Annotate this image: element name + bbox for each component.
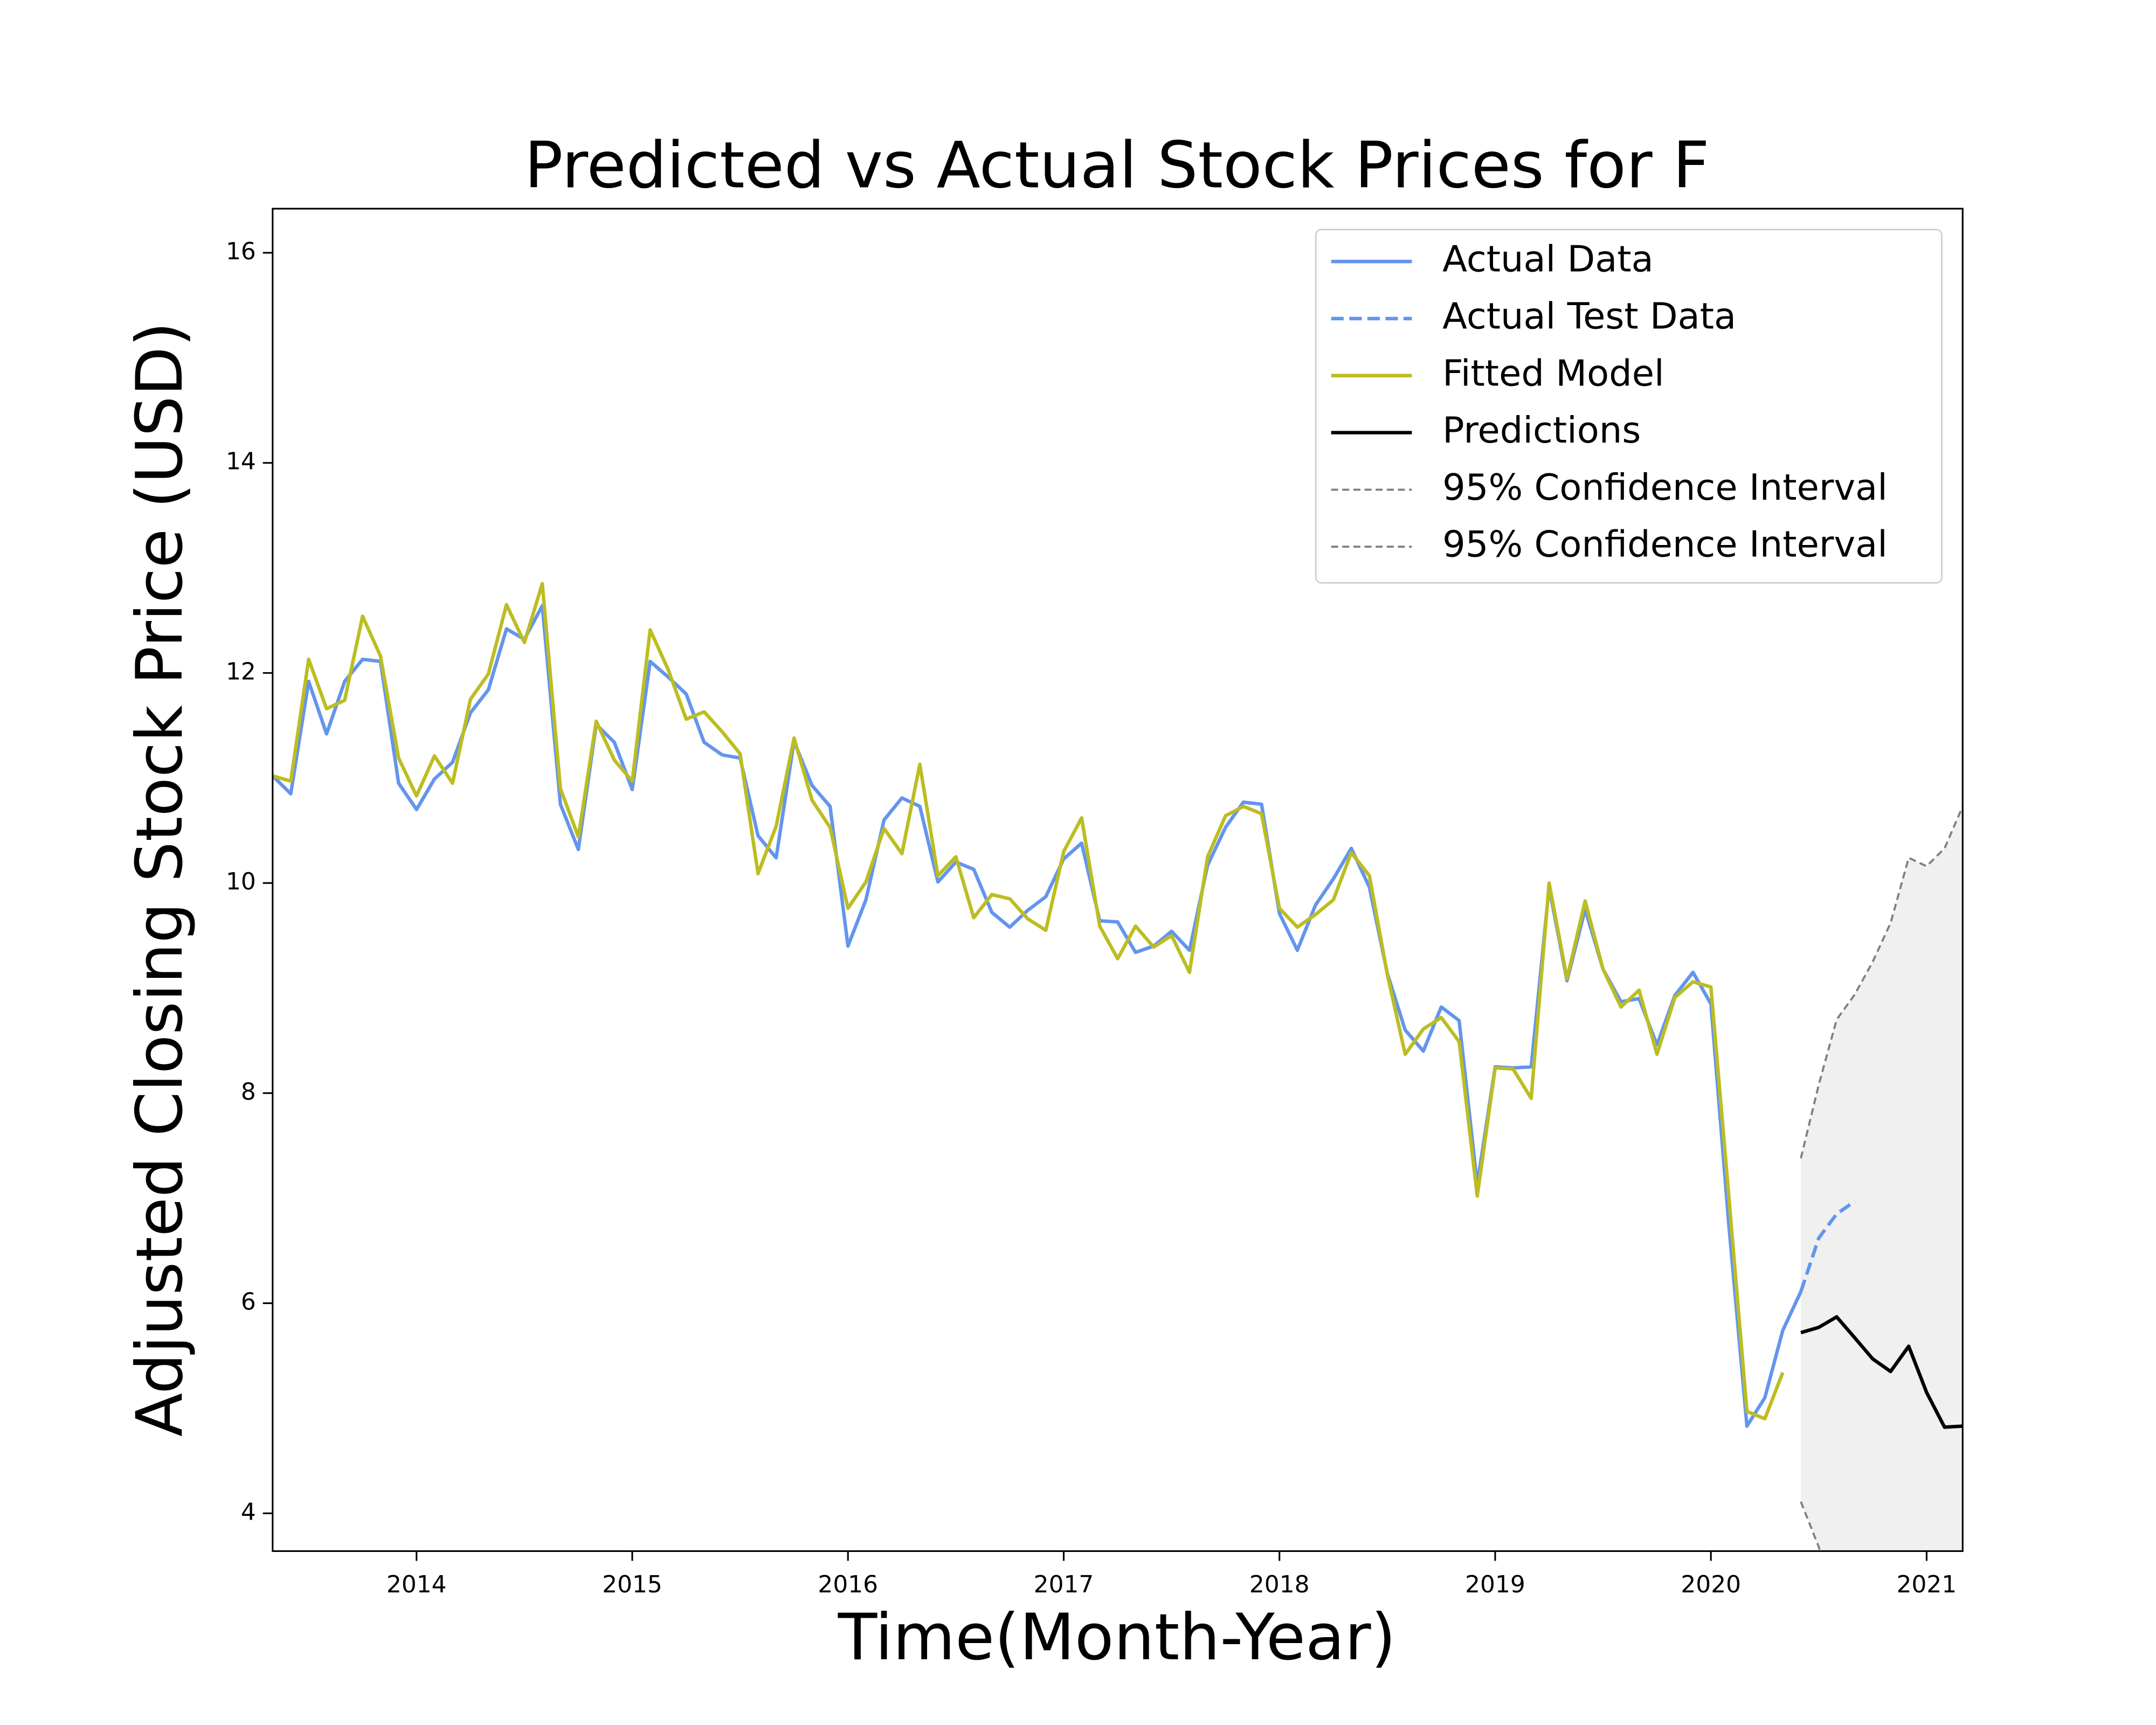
y-tick-label: 8 (241, 1078, 256, 1106)
x-tick-label: 2016 (818, 1571, 878, 1598)
y-tick-label: 12 (226, 658, 256, 685)
y-tick-label: 10 (226, 868, 256, 895)
series-line (1799, 1199, 1856, 1293)
y-tick-label: 6 (241, 1288, 256, 1316)
axes-frame (272, 208, 1964, 1552)
series-line (1800, 1315, 1963, 1429)
legend-label: Actual Test Data (1442, 295, 1736, 337)
legend-label: 95% Confidence Interval (1442, 466, 1888, 508)
chart-title: Predicted vs Actual Stock Prices for F (524, 128, 1710, 203)
x-tick-label: 2015 (602, 1571, 662, 1598)
x-axis-label: Time(Month-Year) (838, 1600, 1396, 1674)
y-axis-label: Adjusted Closing Stock Price (USD) (122, 322, 197, 1437)
x-tick-label: 2014 (386, 1571, 447, 1598)
x-tick-label: 2017 (1034, 1571, 1094, 1598)
y-tick-label: 16 (226, 238, 256, 265)
y-tick-label: 14 (226, 448, 256, 475)
x-tick-label: 2018 (1249, 1571, 1310, 1598)
legend: Actual Data Actual Test Data Fitted Model P… (1315, 229, 1943, 584)
series-line (272, 582, 1785, 1421)
x-tick-label: 2021 (1897, 1571, 1957, 1598)
legend-label: 95% Confidence Interval (1442, 523, 1888, 565)
confidence-band (1801, 806, 1963, 1551)
legend-label: Fitted Model (1442, 352, 1664, 394)
x-tick-label: 2019 (1465, 1571, 1525, 1598)
y-tick-label: 4 (241, 1498, 256, 1526)
legend-label: Actual Data (1442, 238, 1654, 280)
plot-area (272, 582, 1963, 1551)
x-tick-label: 2020 (1681, 1571, 1741, 1598)
legend-box (1315, 229, 1943, 584)
legend-label: Predictions (1442, 409, 1641, 451)
